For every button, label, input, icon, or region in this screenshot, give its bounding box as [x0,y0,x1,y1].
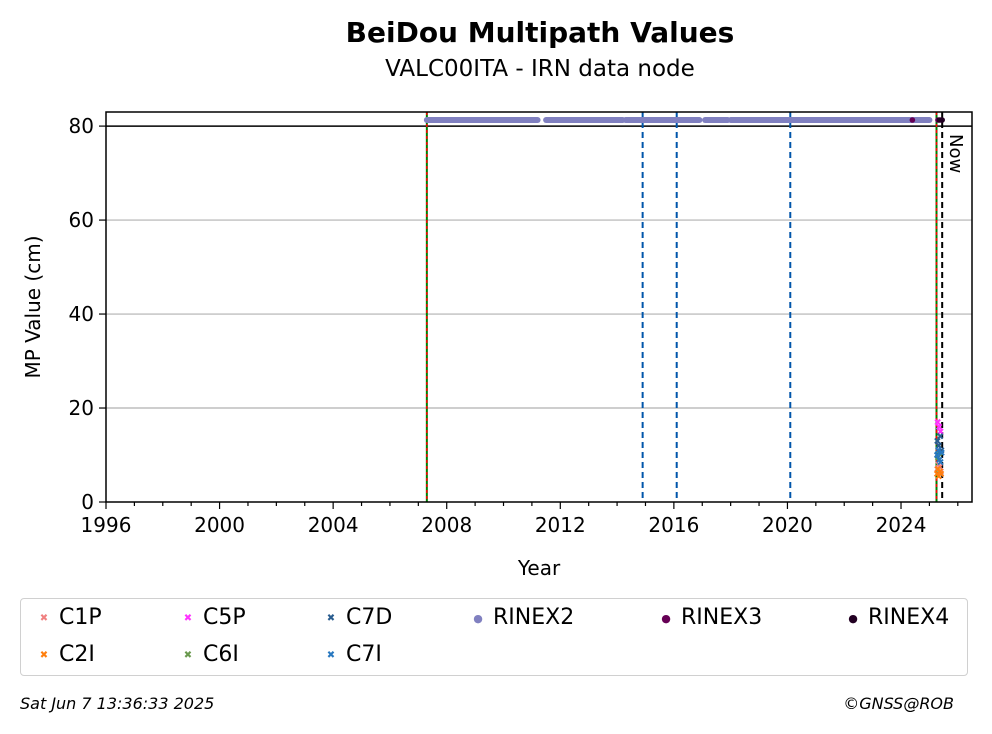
legend-label: C7D [346,605,393,630]
data-point-stroke [935,447,942,454]
now-label: Now [945,134,966,173]
data-point [936,433,944,440]
data-point [937,458,944,466]
x-axis-label: Year [517,556,561,580]
legend-label: C5P [203,605,246,630]
legend-marker: ● [848,611,858,625]
legend-marker: ✖ [39,612,49,624]
legend-item-c5p: ✖ C5P [181,605,246,630]
data-point [937,470,945,478]
legend-item-rinex4: ● RINEX4 [846,605,949,630]
legend-label: C7I [346,642,382,667]
rinex-availability-point [909,117,916,123]
legend-marker: ✖ [183,612,193,624]
footer-copyright: ©GNSS@ROB [843,694,954,713]
legend-item-c1p: ✖ C1P [37,605,102,630]
legend-label: RINEX2 [493,605,575,630]
y-tick-label: 0 [81,490,94,514]
y-tick-label: 20 [69,396,94,420]
data-point-stroke [935,442,942,449]
legend: ✖ C1P ✖ C5P ✖ C7D ● RINEX2 ● RINEX3 ● RINEX4 ✖… [20,598,968,676]
data-point [934,437,941,445]
legend-label: C6I [203,642,239,667]
legend-item-c7i: ✖ C7I [324,642,382,667]
y-tick-label: 60 [69,208,94,232]
legend-marker: ✖ [326,649,336,661]
data-point [935,442,942,449]
legend-label: RINEX4 [868,605,950,630]
data-point-stroke [936,433,944,440]
x-tick-label: 1996 [81,513,132,537]
data-point-stroke [935,423,943,431]
legend-item-c6i: ✖ C6I [181,642,239,667]
y-axis-label: MP Value (cm) [21,235,45,378]
y-tick-label: 80 [69,114,94,138]
legend-item-c7d: ✖ C7D [324,605,393,630]
data-point-stroke [937,470,945,478]
data-point-stroke [938,449,945,456]
x-tick-label: 2012 [535,513,586,537]
legend-marker: ● [473,611,483,625]
rinex-availability-point [939,117,945,123]
y-tick-label: 40 [69,302,94,326]
legend-label: C1P [59,605,102,630]
x-tick-label: 2004 [308,513,359,537]
data-point-stroke [937,458,944,466]
data-point [938,449,945,456]
x-tick-label: 2000 [194,513,245,537]
legend-marker: ✖ [39,649,49,661]
legend-item-c2i: ✖ C2I [37,642,95,667]
legend-marker: ✖ [183,649,193,661]
x-tick-label: 2024 [876,513,927,537]
legend-item-rinex3: ● RINEX3 [659,605,762,630]
legend-item-rinex2: ● RINEX2 [471,605,574,630]
chart-subtitle: VALC00ITA - IRN data node [385,56,695,82]
data-point-stroke [934,418,941,426]
data-point-stroke [937,428,944,435]
legend-label: RINEX3 [681,605,763,630]
legend-marker: ✖ [326,612,336,624]
chart-plot: Now 1996 2000 2004 2008 2012 2016 2020 2024 0 20 40… [21,111,973,580]
data-point-stroke [934,437,941,445]
chart-title: BeiDou Multipath Values [345,16,735,49]
legend-marker: ● [661,611,671,625]
data-point [934,418,941,426]
data-point [935,423,943,431]
x-tick-label: 2020 [762,513,813,537]
plot-frame [105,111,973,503]
data-point [933,451,941,459]
x-tick-label: 2008 [421,513,472,537]
footer-timestamp: Sat Jun 7 13:36:33 2025 [20,694,215,713]
x-tick-label: 2016 [648,513,699,537]
legend-label: C2I [59,642,95,667]
data-point-stroke [933,451,941,459]
